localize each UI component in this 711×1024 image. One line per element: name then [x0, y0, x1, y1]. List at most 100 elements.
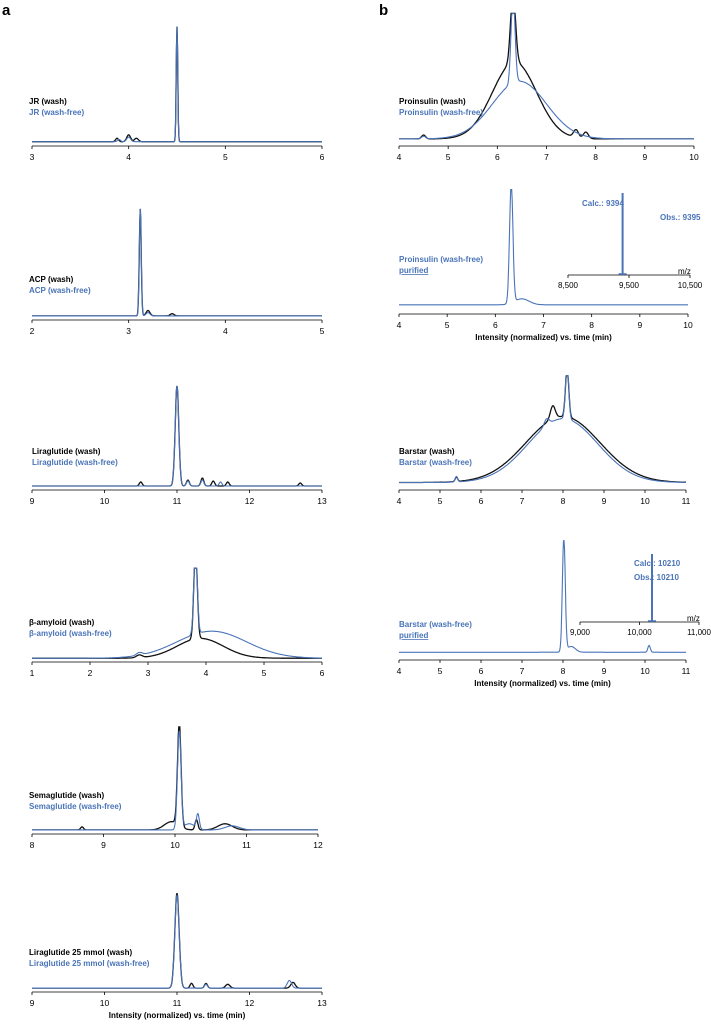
series-line-wash-free	[32, 385, 322, 487]
inset-tick-label: 8,500	[558, 281, 579, 290]
chart-proinsulin-purified: 4 5 6 7 8 9 10 Proinsulin (wash-free) purified In…	[397, 189, 703, 342]
x-tick-label: 7	[544, 152, 549, 162]
chart-acp: 2 3 4 5 ACP (wash) ACP (wash-free)	[29, 208, 325, 336]
x-tick-label: 4	[397, 152, 402, 162]
series-line-wash-free	[32, 26, 322, 143]
x-tick-label: 3	[30, 152, 35, 162]
legend-entry: Proinsulin (wash-free)	[399, 255, 483, 264]
x-tick-label: 12	[245, 496, 255, 506]
legend-entry: Proinsulin (wash-free)	[399, 108, 483, 117]
legend-entry: Liraglutide 25 mmol (wash-free)	[29, 959, 150, 968]
legend-entry: Liraglutide (wash-free)	[32, 458, 118, 467]
x-tick-label: 10	[640, 666, 650, 676]
chart-jr: 3 4 5 6 JR (wash) JR (wash-free)	[29, 26, 325, 162]
x-tick-label: 5	[438, 666, 443, 676]
x-tick-label: 12	[245, 998, 255, 1008]
inset-calc: Calc.: 10210	[634, 559, 681, 568]
panel-label-b: b	[379, 2, 388, 19]
series-line-wash-free	[399, 375, 686, 484]
legend-entry: purified	[399, 266, 428, 275]
x-tick-label: 10	[683, 320, 693, 330]
legend-entry: Proinsulin (wash)	[399, 97, 466, 106]
x-tick-label: 11	[682, 496, 691, 506]
chart-liraglutide: 9 10 11 12 13 Liraglutide (wash) Liraglutide (…	[30, 385, 327, 506]
chart-barstar: 4 5 6 7 8 9 10 11 Barstar (wash) Barstar (wash-fr…	[397, 375, 691, 506]
x-tick-label: 10	[170, 840, 180, 850]
series-line-wash-free	[32, 567, 322, 659]
x-tick-label: 10	[640, 496, 650, 506]
series-line-wash-free	[399, 540, 686, 653]
x-tick-label: 5	[320, 326, 325, 336]
x-tick-label: 10	[100, 496, 110, 506]
legend-entry: Barstar (wash-free)	[399, 458, 472, 467]
x-tick-label: 10	[689, 152, 699, 162]
x-tick-label: 9	[637, 320, 642, 330]
inset-tick-label: 11,000	[687, 628, 711, 637]
legend-entry: β-amyloid (wash)	[29, 618, 95, 627]
x-tick-label: 11	[173, 496, 182, 506]
x-tick-label: 10	[100, 998, 110, 1008]
chart-beta-amyloid: 1 2 3 4 5 6 β-amyloid (wash) β-amyloid (wash-fr…	[29, 567, 325, 678]
x-tick-label: 7	[520, 496, 525, 506]
panel-label-a: a	[2, 2, 11, 19]
x-tick-label: 5	[445, 320, 450, 330]
x-axis-label: Intensity (normalized) vs. time (min)	[475, 333, 612, 342]
x-tick-label: 9	[101, 840, 106, 850]
legend-entry: Barstar (wash)	[399, 447, 455, 456]
x-tick-label: 4	[126, 152, 131, 162]
inset-obs: Obs.: 10210	[634, 573, 679, 582]
x-tick-label: 4	[397, 320, 402, 330]
x-tick-label: 5	[262, 668, 267, 678]
x-tick-label: 6	[493, 320, 498, 330]
chart-liraglutide-25: 9 10 11 12 13 Liraglutide 25 mmol (wash) Lirag…	[29, 892, 327, 1020]
chart-barstar-purified: 4 5 6 7 8 9 10 11 Barstar (wash-free) purified Int…	[397, 540, 711, 688]
series-line-wash-free	[32, 730, 318, 831]
chart-semaglutide: 8 9 10 11 12 Semaglutide (wash) Semaglutide (w…	[29, 726, 323, 850]
x-tick-label: 7	[520, 666, 525, 676]
x-tick-label: 8	[561, 666, 566, 676]
inset-tick-label: 10,500	[678, 281, 703, 290]
legend-entry: ACP (wash-free)	[29, 286, 91, 295]
x-tick-label: 3	[126, 326, 131, 336]
chart-proinsulin: 4 5 6 7 8 9 10 Proinsulin (wash) Proinsulin (was…	[397, 12, 699, 162]
x-tick-label: 5	[223, 152, 228, 162]
x-tick-label: 5	[438, 496, 443, 506]
x-tick-label: 8	[589, 320, 594, 330]
x-tick-label: 9	[602, 496, 607, 506]
x-tick-label: 11	[242, 840, 251, 850]
x-tick-label: 4	[204, 668, 209, 678]
x-tick-label: 12	[313, 840, 323, 850]
x-tick-label: 9	[602, 666, 607, 676]
inset-unit: m/z	[678, 267, 691, 276]
inset-tick-label: 9,000	[570, 628, 591, 637]
legend-entry: Semaglutide (wash)	[29, 791, 104, 800]
series-line-wash-free	[399, 189, 688, 306]
x-tick-label: 7	[541, 320, 546, 330]
legend-entry: Liraglutide 25 mmol (wash)	[29, 948, 132, 957]
legend-entry: purified	[399, 631, 428, 640]
inset-obs: Obs.: 9395	[660, 213, 701, 222]
series-line-wash	[32, 385, 322, 487]
x-tick-label: 1	[30, 668, 35, 678]
inset-tick-label: 9,500	[619, 281, 640, 290]
legend-entry: Barstar (wash-free)	[399, 620, 472, 629]
x-tick-label: 4	[223, 326, 228, 336]
plots: 3 4 5 6 JR (wash) JR (wash-free) 2 3 4 5 ACP (wash…	[29, 12, 711, 1020]
x-tick-label: 13	[317, 998, 327, 1008]
x-tick-label: 2	[30, 326, 35, 336]
x-tick-label: 8	[593, 152, 598, 162]
series-line-wash-free	[32, 894, 322, 989]
x-tick-label: 9	[30, 998, 35, 1008]
mass-spec-inset: 9,000 10,000 11,000 m/z Calc.: 10210 Obs.: 10…	[570, 554, 711, 637]
x-tick-label: 4	[397, 666, 402, 676]
mass-spec-inset: 8,500 9,500 10,500 m/z Calc.: 9394 Obs.: 9395	[558, 193, 703, 290]
series-line-wash	[399, 12, 694, 140]
x-axis-label: Intensity (normalized) vs. time (min)	[109, 1011, 246, 1020]
legend-entry: JR (wash)	[29, 97, 67, 106]
inset-tick-label: 10,000	[627, 628, 652, 637]
x-tick-label: 13	[317, 496, 327, 506]
legend-entry: Semaglutide (wash-free)	[29, 802, 122, 811]
x-tick-label: 9	[642, 152, 647, 162]
x-tick-label: 6	[320, 668, 325, 678]
